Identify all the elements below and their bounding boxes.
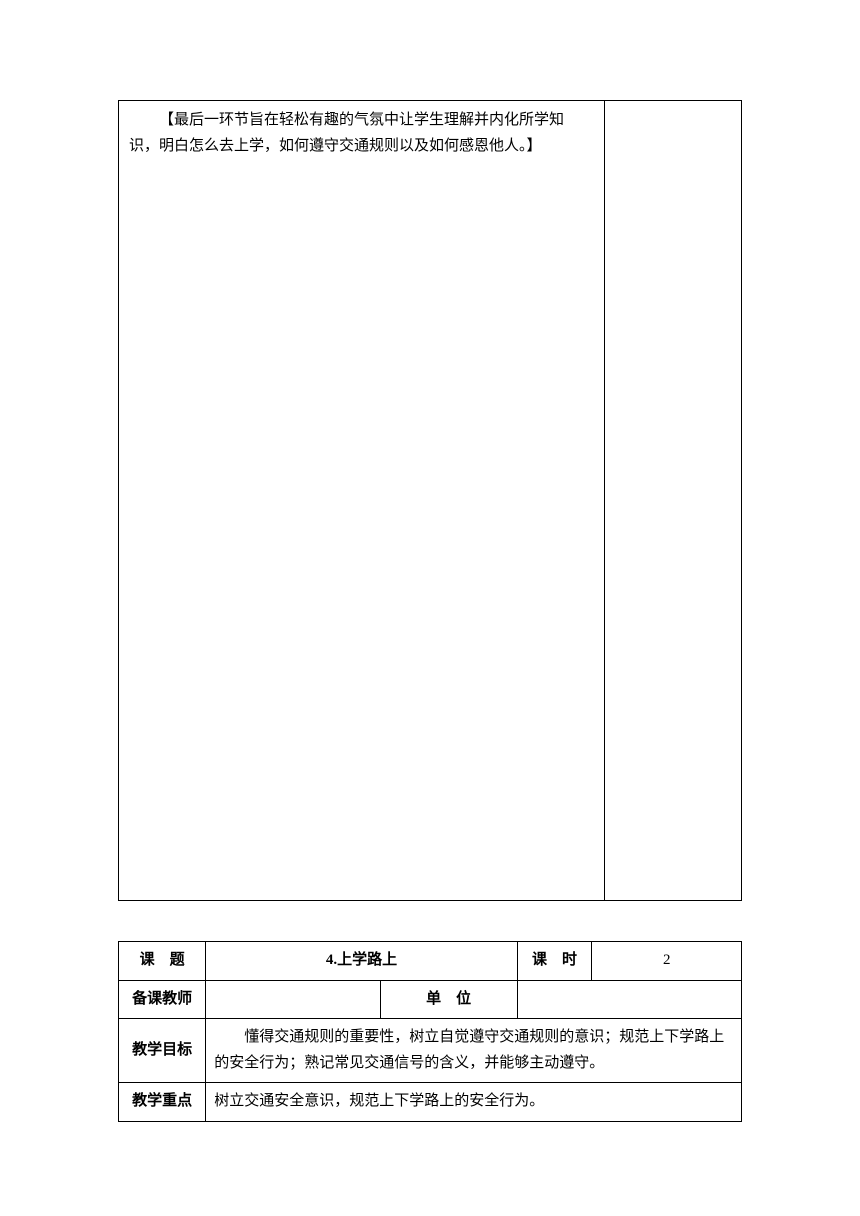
teacher-label: 备课教师 [119, 980, 206, 1019]
focus-value: 树立交通安全意识，规范上下学路上的安全行为。 [206, 1083, 742, 1122]
table-row: 【最后一环节旨在轻松有趣的气氛中让学生理解并内化所学知识，明白怎么去上学，如何遵… [119, 101, 742, 901]
content-text: 【最后一环节旨在轻松有趣的气氛中让学生理解并内化所学知识，明白怎么去上学，如何遵… [129, 107, 594, 160]
spacer [118, 901, 742, 941]
table-row: 备课教师 单 位 [119, 980, 742, 1019]
content-cell: 【最后一环节旨在轻松有趣的气氛中让学生理解并内化所学知识，明白怎么去上学，如何遵… [119, 101, 605, 901]
goal-text: 懂得交通规则的重要性，树立自觉遵守交通规则的意识；规范上下学路上的安全行为；熟记… [214, 1025, 733, 1076]
unit-value [517, 980, 741, 1019]
lesson-notes-table: 【最后一环节旨在轻松有趣的气氛中让学生理解并内化所学知识，明白怎么去上学，如何遵… [118, 100, 742, 901]
lesson-plan-table: 课 题 4.上学路上 课 时 2 备课教师 单 位 教学目标 懂得交通规则的重要… [118, 941, 742, 1122]
table-row: 教学目标 懂得交通规则的重要性，树立自觉遵守交通规则的意识；规范上下学路上的安全… [119, 1019, 742, 1083]
goal-label: 教学目标 [119, 1019, 206, 1083]
topic-value: 4.上学路上 [206, 942, 517, 981]
table-row: 课 题 4.上学路上 课 时 2 [119, 942, 742, 981]
focus-label: 教学重点 [119, 1083, 206, 1122]
goal-value: 懂得交通规则的重要性，树立自觉遵守交通规则的意识；规范上下学路上的安全行为；熟记… [206, 1019, 742, 1083]
teacher-value [206, 980, 380, 1019]
period-value: 2 [592, 942, 742, 981]
table-row: 教学重点 树立交通安全意识，规范上下学路上的安全行为。 [119, 1083, 742, 1122]
page: 【最后一环节旨在轻松有趣的气氛中让学生理解并内化所学知识，明白怎么去上学，如何遵… [0, 0, 860, 1172]
unit-label: 单 位 [380, 980, 517, 1019]
period-label: 课 时 [517, 942, 592, 981]
notes-cell [604, 101, 741, 901]
topic-label: 课 题 [119, 942, 206, 981]
